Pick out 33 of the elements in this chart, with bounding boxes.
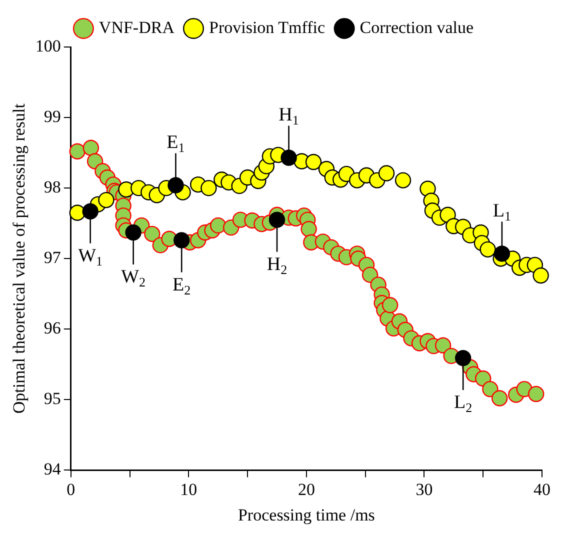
point — [454, 350, 472, 366]
point — [280, 150, 297, 166]
y-tick-label: 99 — [44, 107, 61, 126]
point — [69, 204, 86, 221]
y-tick-label: 98 — [44, 178, 61, 197]
point — [200, 180, 217, 196]
point — [268, 212, 286, 228]
point — [394, 172, 412, 188]
y-tick-label: 97 — [44, 248, 62, 268]
x-tick-label: 0 — [66, 480, 76, 499]
y-tick-label: 95 — [44, 389, 61, 408]
legend-label: VNF-DRA — [98, 18, 176, 37]
x-tick-label: 20 — [298, 480, 315, 499]
x-axis-title: Processing time /ms — [238, 505, 375, 524]
point — [305, 154, 322, 170]
point — [174, 232, 190, 248]
point — [125, 224, 142, 241]
point — [82, 203, 98, 220]
y-tick-label: 96 — [44, 318, 61, 338]
y-axis-title: Optimal theoretical value of processing result — [10, 103, 29, 414]
legend-label: Correction value — [360, 18, 474, 37]
y-tick-label: 100 — [35, 36, 61, 56]
x-tick-label: 40 — [534, 480, 550, 499]
point — [378, 165, 395, 182]
y-tick-label: 94 — [44, 460, 62, 479]
x-tick-label: 30 — [416, 480, 433, 499]
point — [532, 267, 549, 284]
legend-label: Provision Tmffic — [208, 18, 326, 37]
point — [494, 246, 510, 262]
point — [480, 241, 496, 258]
x-tick-label: 10 — [180, 480, 198, 499]
point — [98, 192, 114, 208]
point — [168, 177, 184, 194]
